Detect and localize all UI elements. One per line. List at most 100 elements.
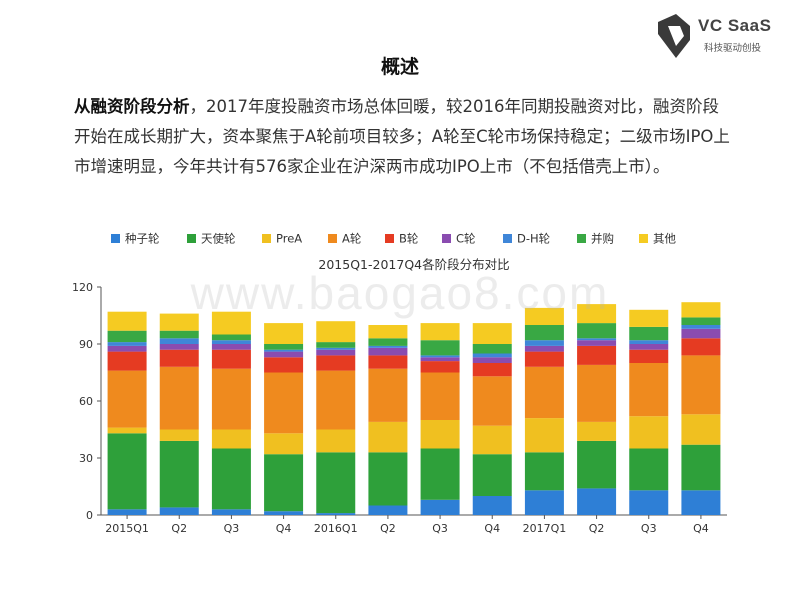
bar-segment [472,353,512,358]
legend-item-6: D-H轮 [503,232,551,246]
x-tick-label: Q4 [693,522,709,535]
y-tick-label: 30 [79,452,93,465]
summary-paragraph: 从融资阶段分析，2017年度投融资市场总体回暖，较2016年同期投融资对比，融资… [74,92,734,182]
bar-segment [316,429,356,453]
bar-segment [629,349,669,363]
bar-segment [472,496,512,515]
bar-stack-9 [577,304,617,515]
bar-segment [472,363,512,377]
legend-label: PreA [276,232,302,246]
bar-segment [159,349,199,367]
chart-axes: 0 30 60 90 120 [72,281,727,522]
bar-segment [681,328,721,339]
bar-segment [316,370,356,430]
legend-label: C轮 [456,232,476,246]
x-tick-label: Q3 [224,522,240,535]
bar-segment [107,330,147,343]
bar-segment [316,347,356,350]
bar-segment [264,372,304,434]
bar-stack-4 [316,321,356,515]
bar-segment [264,344,304,350]
bar-segment [681,355,721,415]
bar-segment [368,368,408,422]
bar-segment [316,452,356,514]
bar-segment [159,338,199,344]
bar-segment [577,304,617,324]
bar-segment [577,488,617,515]
bar-segment [316,342,356,348]
chart-x-labels: 2015Q1 Q2 Q3 Q4 2016Q1 Q2 Q3 Q4 2017Q1 Q2 Q3 Q4 [105,515,709,535]
bar-segment [420,372,460,420]
bar-segment [264,349,304,352]
legend-swatch [385,234,394,243]
bar-segment [524,351,564,367]
legend-item-2: PreA [262,232,302,246]
legend-swatch [503,234,512,243]
bar-segment [472,376,512,426]
bar-segment [681,338,721,356]
bar-segment [211,349,251,369]
y-tick-label: 0 [86,509,93,522]
bar-stack-7 [472,323,512,515]
bar-segment [472,357,512,363]
x-tick-label: 2017Q1 [523,522,567,535]
bar-segment [420,357,460,362]
bar-segment [316,513,356,515]
legend-item-8: 其他 [639,232,676,246]
bar-segment [629,448,669,491]
bar-segment [264,433,304,455]
bar-segment [107,427,147,434]
legend-label: 其他 [653,232,676,246]
summary-body: ，2017年度投融资市场总体回暖，较2016年同期投融资对比，融资阶段开始在成长… [74,97,730,176]
brand-logo: VC SaaS 科技驱动创投 [654,12,794,64]
bar-segment [316,349,356,356]
bar-segment [264,454,304,512]
bar-segment [107,370,147,428]
bar-segment [681,490,721,515]
x-tick-label: Q3 [641,522,657,535]
x-tick-label: Q4 [276,522,292,535]
bar-segment [681,302,721,318]
bar-segment [368,347,408,356]
x-tick-label: 2015Q1 [105,522,149,535]
bar-segment [420,361,460,373]
bar-segment [211,311,251,335]
bar-segment [316,355,356,371]
bar-stack-11 [681,302,721,515]
legend-item-3: A轮 [328,232,362,246]
bar-segment [368,505,408,515]
bar-segment [211,429,251,449]
bar-segment [107,509,147,515]
legend-label: 种子轮 [125,232,160,246]
bar-stack-3 [264,323,304,515]
bar-segment [472,323,512,344]
bar-segment [681,414,721,445]
bar-segment [211,340,251,344]
bar-stack-10 [629,309,669,515]
bar-segment [681,325,721,329]
bar-segment [368,421,408,453]
bar-segment [211,344,251,350]
legend-item-1: 天使轮 [187,232,236,246]
bar-segment [420,420,460,449]
legend-swatch [328,234,337,243]
bar-segment [211,368,251,430]
bar-segment [368,325,408,339]
bar-segment [211,509,251,515]
bar-stack-1 [159,313,199,515]
bar-segment [577,338,617,341]
bar-segment [420,448,460,500]
bar-segment [368,452,408,506]
chart-title: 2015Q1-2017Q4各阶段分布对比 [318,257,509,272]
bar-segment [577,323,617,339]
legend-swatch [111,234,120,243]
legend-label: A轮 [342,232,362,246]
y-tick-label: 90 [79,338,93,351]
legend-item-4: B轮 [385,232,419,246]
bar-segment [420,499,460,515]
summary-lead: 从融资阶段分析 [74,97,190,116]
bar-stack-0 [107,311,147,515]
bar-segment [159,429,199,441]
bar-segment [524,307,564,325]
bar-segment [524,340,564,346]
